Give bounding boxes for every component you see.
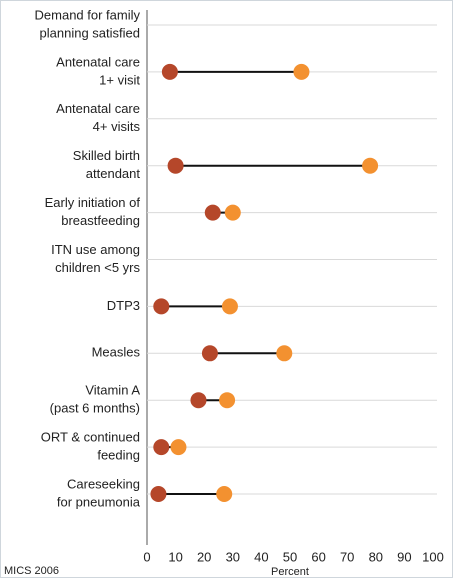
x-tick-label: 30: [226, 549, 240, 564]
category-label: for pneumonia: [57, 494, 141, 509]
x-tick-label: 0: [143, 549, 150, 564]
dot: [167, 157, 184, 174]
x-tick-label: 100: [422, 549, 444, 564]
x-tick-label: 80: [369, 549, 383, 564]
dot: [216, 486, 233, 502]
dot: [362, 157, 379, 174]
dot: [170, 439, 187, 456]
x-axis-label: Percent: [271, 566, 309, 578]
category-label: Early initiation of: [45, 195, 141, 210]
category-label: 1+ visit: [99, 72, 140, 87]
dot: [221, 298, 238, 315]
dot: [204, 204, 221, 221]
dot: [153, 439, 170, 456]
dot: [201, 345, 218, 362]
category-label: Careseeking: [67, 476, 140, 491]
x-tick-label: 20: [197, 549, 211, 564]
category-label: children <5 yrs: [55, 260, 140, 275]
x-tick-label: 40: [254, 549, 268, 564]
category-label: Antenatal care: [56, 54, 140, 69]
dot: [161, 63, 178, 80]
dot: [219, 392, 236, 409]
category-label: Skilled birth: [73, 148, 140, 163]
x-tick-label: 50: [283, 549, 297, 564]
category-label: Vitamin A: [85, 383, 140, 398]
source-note: MICS 2006: [4, 565, 59, 577]
dot: [293, 63, 310, 80]
x-tick-label: 70: [340, 549, 354, 564]
dot: [190, 392, 207, 409]
category-label: feeding: [97, 448, 140, 463]
dot: [153, 298, 170, 315]
category-label: planning satisfied: [40, 25, 140, 40]
category-label: 4+ visits: [93, 119, 141, 134]
dot: [150, 486, 167, 502]
category-label: attendant: [86, 166, 141, 181]
x-tick-label: 10: [168, 549, 182, 564]
category-label: Demand for family: [35, 7, 141, 22]
category-label: DTP3: [107, 298, 140, 313]
dot: [224, 204, 241, 221]
category-label: breastfeeding: [61, 213, 140, 228]
category-label: Antenatal care: [56, 101, 140, 116]
x-tick-label: 90: [397, 549, 411, 564]
x-tick-label: 60: [311, 549, 325, 564]
category-label: ORT & continued: [41, 430, 140, 445]
category-label: ITN use among: [51, 242, 140, 257]
category-label: (past 6 months): [50, 401, 140, 416]
category-label: Measles: [92, 345, 141, 360]
dot: [276, 345, 293, 362]
